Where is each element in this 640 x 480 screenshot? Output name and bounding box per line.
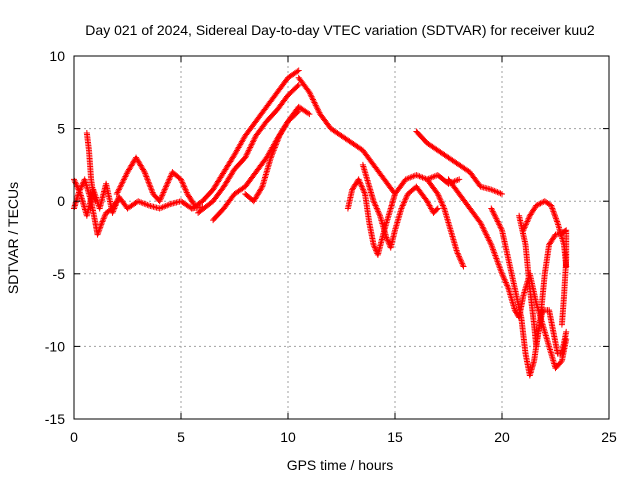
series-4-markers [113, 154, 197, 208]
series-12 [413, 128, 505, 197]
series-8-markers [242, 103, 313, 205]
series-17-markers [520, 198, 570, 270]
series-5 [188, 67, 302, 212]
y-tick-label: 0 [57, 193, 65, 209]
series-5-markers [188, 67, 302, 212]
series-17 [520, 198, 570, 270]
y-tick-label: -5 [53, 266, 66, 282]
data-series-layer [71, 67, 570, 379]
x-tick-label: 10 [280, 429, 296, 445]
series-6-markers [195, 82, 302, 216]
series-4 [113, 154, 197, 208]
y-tick-label: -15 [45, 411, 65, 427]
series-14-markers [445, 176, 570, 372]
y-tick-label: 5 [57, 121, 65, 137]
y-tick-label: -10 [45, 338, 65, 354]
series-3-markers [83, 129, 99, 205]
series-12-markers [413, 128, 505, 197]
x-tick-label: 5 [177, 429, 185, 445]
series-13 [424, 176, 467, 270]
series-11-markers [359, 161, 441, 251]
plot-frame [73, 55, 610, 420]
grid-lines [74, 56, 609, 419]
y-tick-label: 10 [49, 48, 65, 64]
series-11 [359, 161, 441, 251]
series-8 [242, 103, 313, 205]
series-14 [445, 176, 570, 372]
series-13-markers [424, 176, 467, 270]
y-axis-label: SDTVAR / TECUs [5, 182, 21, 294]
x-tick-label: 15 [387, 429, 403, 445]
series-9 [295, 74, 463, 197]
x-tick-label: 25 [601, 429, 617, 445]
chart-title: Day 021 of 2024, Sidereal Day-to-day VTE… [85, 22, 595, 38]
series-3 [83, 129, 99, 205]
x-tick-label: 0 [70, 429, 78, 445]
series-9-markers [295, 74, 463, 197]
x-tick-label: 20 [494, 429, 510, 445]
x-axis-label: GPS time / hours [287, 457, 394, 473]
series-6 [195, 82, 302, 216]
